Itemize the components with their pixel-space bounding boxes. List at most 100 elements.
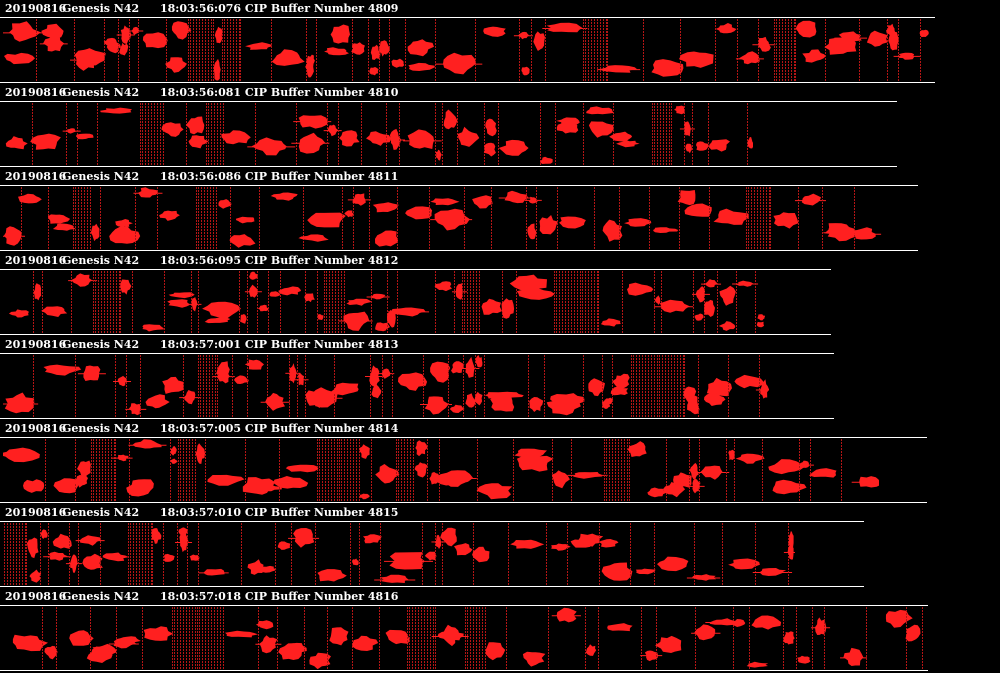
particle-image xyxy=(415,440,428,457)
particle-image xyxy=(82,553,103,570)
particle-image xyxy=(430,198,460,206)
particle-image xyxy=(329,627,349,646)
particle-image xyxy=(351,42,365,55)
particle-image xyxy=(5,136,28,150)
particle-image xyxy=(540,156,553,164)
particle-image xyxy=(627,282,654,296)
particle-image xyxy=(694,313,704,321)
particle-image xyxy=(324,47,349,56)
particle-image xyxy=(713,208,749,225)
particle-image xyxy=(151,528,162,544)
particle-image xyxy=(170,446,177,456)
particle-image xyxy=(214,26,223,44)
buffer-time-info: 18:03:57:001 CIP Buffer Number 4813 xyxy=(160,338,399,351)
particle-image xyxy=(229,234,256,248)
particle-image xyxy=(588,121,614,138)
particle-image xyxy=(533,31,545,51)
particle-image xyxy=(30,133,61,150)
particle-image xyxy=(551,543,571,551)
particle-image xyxy=(888,31,899,51)
buffer-date: 20190816 xyxy=(5,170,67,183)
probe-name: Genesis N42 xyxy=(62,506,140,519)
particle-image xyxy=(407,39,434,57)
buffer-date: 20190816 xyxy=(5,422,67,435)
particle-image xyxy=(662,481,686,498)
particle-image xyxy=(339,130,360,147)
particle-image xyxy=(657,556,689,572)
particle-image xyxy=(788,531,794,549)
particle-image xyxy=(235,216,255,224)
particle-image xyxy=(132,439,162,449)
particle-image-strip xyxy=(3,523,795,585)
particle-image xyxy=(142,32,168,49)
particle-image-strip xyxy=(3,271,765,333)
particle-image xyxy=(801,193,822,206)
particle-image xyxy=(451,361,465,374)
particle-image xyxy=(375,230,398,247)
particle-image xyxy=(768,459,805,475)
particle-image xyxy=(735,453,765,464)
particle-image xyxy=(188,135,209,149)
particle-image xyxy=(102,552,129,562)
particle-image-strip xyxy=(3,19,931,81)
particle-image xyxy=(647,487,667,498)
particle-image xyxy=(18,193,42,204)
particle-image xyxy=(363,534,382,544)
bottom-rule xyxy=(0,166,897,167)
particle-image xyxy=(159,210,180,221)
particle-image xyxy=(694,624,716,641)
particle-image xyxy=(41,306,68,317)
particle-image xyxy=(385,629,410,645)
particle-image xyxy=(588,378,605,397)
particle-image xyxy=(379,574,409,583)
particle-image xyxy=(815,617,827,635)
particle-image xyxy=(747,137,753,149)
particle-image xyxy=(33,283,42,301)
particle-image xyxy=(52,533,72,549)
particle-image xyxy=(757,314,765,321)
particle-image xyxy=(602,219,623,242)
particle-image xyxy=(546,397,581,416)
particle-image xyxy=(221,130,251,145)
particle-image xyxy=(457,126,480,147)
particle-image xyxy=(145,394,170,409)
particle-image xyxy=(797,655,811,664)
particle-image xyxy=(728,558,760,570)
particle-image xyxy=(218,199,232,209)
particle-image xyxy=(455,283,463,300)
particle-image xyxy=(599,65,638,73)
particle-image xyxy=(616,139,640,148)
probe-name: Genesis N42 xyxy=(62,422,140,435)
buffer-time-info: 18:03:57:005 CIP Buffer Number 4814 xyxy=(160,422,399,435)
particle-image xyxy=(317,314,324,320)
particle-image xyxy=(472,546,490,563)
particle-image xyxy=(225,630,258,638)
particle-image xyxy=(684,203,712,217)
particle-image xyxy=(705,279,718,288)
particle-image xyxy=(298,234,329,242)
particle-image xyxy=(824,37,857,55)
particle-image xyxy=(510,539,545,549)
particle-image xyxy=(709,618,738,626)
particle-image xyxy=(751,615,782,630)
particle-image xyxy=(277,541,291,550)
particle-image xyxy=(708,139,730,152)
particle-image xyxy=(9,21,41,42)
particle-image xyxy=(8,309,29,318)
particle-image xyxy=(483,26,506,37)
particle-image xyxy=(683,386,697,404)
particle-image xyxy=(115,219,133,227)
particle-image-strip xyxy=(3,439,879,501)
particle-image xyxy=(77,460,91,477)
particle-image xyxy=(119,42,129,56)
particle-image xyxy=(850,227,876,240)
top-rule xyxy=(0,353,834,354)
probe-name: Genesis N42 xyxy=(62,254,140,267)
particle-image xyxy=(719,285,736,306)
particle-image xyxy=(4,52,35,65)
particle-image xyxy=(189,554,200,561)
bottom-rule xyxy=(0,586,864,587)
particle-image xyxy=(307,212,346,228)
particle-image xyxy=(475,355,483,368)
particle-image xyxy=(43,364,82,376)
